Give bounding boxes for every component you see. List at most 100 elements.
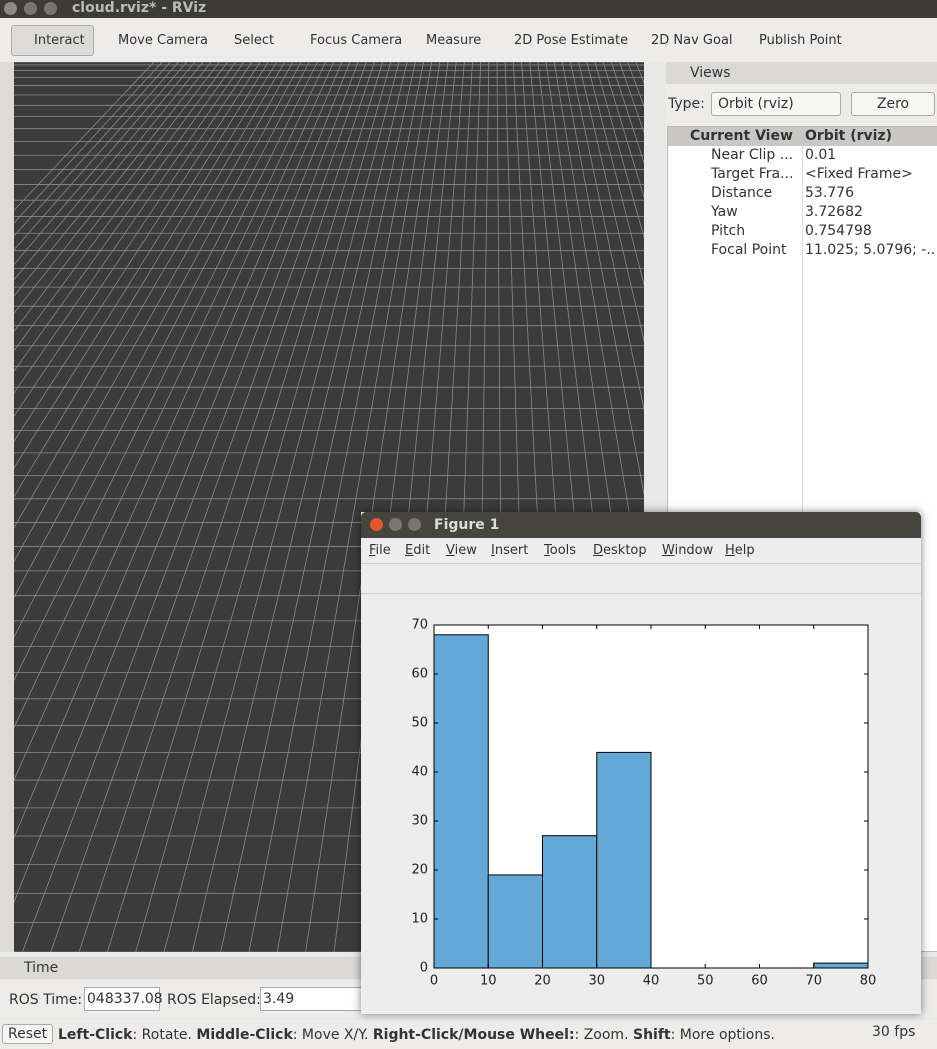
grid-line xyxy=(135,61,392,953)
y-tick-label: 10 xyxy=(411,912,428,927)
grid-line xyxy=(0,61,187,282)
property-value: 53.776 xyxy=(805,185,854,201)
maximize-button[interactable] xyxy=(408,518,421,531)
property-name: Focal Point xyxy=(711,242,787,258)
property-value: 3.72682 xyxy=(805,204,863,220)
maximize-button[interactable] xyxy=(44,2,57,15)
grid-line xyxy=(276,61,433,953)
grid-line xyxy=(50,61,367,953)
hint-part: Left-Click xyxy=(58,1027,133,1043)
menu-item[interactable]: Tools xyxy=(544,543,577,558)
grid-line xyxy=(0,61,220,351)
x-tick-label: 10 xyxy=(480,974,497,989)
bar xyxy=(813,962,869,969)
y-tick-label: 50 xyxy=(411,716,428,731)
status-hint: Left-Click: Rotate. Middle-Click: Move X… xyxy=(58,1027,775,1043)
figure-window: Figure 1 File Edit View Insert Tools Desktop W… xyxy=(361,512,921,1014)
menu-item[interactable]: Desktop xyxy=(593,543,647,558)
grid-line xyxy=(0,61,294,588)
hint-part: : More options. xyxy=(670,1027,775,1043)
x-tick-label: 50 xyxy=(697,974,714,989)
panel-title: Time xyxy=(24,960,59,976)
tool-button[interactable]: Publish Point xyxy=(759,33,842,48)
tool-button[interactable]: Focus Camera xyxy=(310,33,403,48)
grid-line xyxy=(106,61,384,953)
bar xyxy=(596,751,652,969)
ros-elapsed-label: ROS Elapsed: xyxy=(167,992,261,1008)
title-bar: cloud.rviz* - RViz xyxy=(0,0,937,18)
hint-part: : Move X/Y. xyxy=(292,1027,373,1043)
x-tick-label: 20 xyxy=(534,974,551,989)
hint-part: : Rotate. xyxy=(132,1027,197,1043)
hint-part: : Zoom. xyxy=(574,1027,633,1043)
grid-line xyxy=(0,61,163,239)
tool-button[interactable]: Move Camera xyxy=(118,33,209,48)
property-value: 0.754798 xyxy=(805,223,872,239)
minimize-button[interactable] xyxy=(24,2,37,15)
property-name: Near Clip ... xyxy=(711,147,794,163)
grid-line xyxy=(0,61,351,939)
property-name: Target Fra... xyxy=(711,166,794,182)
header-value: Orbit (rviz) xyxy=(805,128,892,144)
grid-line xyxy=(0,61,277,521)
type-combo[interactable]: Orbit (rviz) xyxy=(711,92,841,116)
reset-button[interactable]: Reset xyxy=(2,1024,54,1044)
x-tick-label: 60 xyxy=(751,974,768,989)
grid-line xyxy=(163,61,400,953)
toolbar: Interact Move Camera Select Focus Camera Mea… xyxy=(0,18,937,62)
grid-line xyxy=(0,61,179,267)
3d-view[interactable] xyxy=(0,61,937,953)
zero-button[interactable]: Zero xyxy=(851,92,935,116)
menu-item[interactable]: View xyxy=(446,543,477,558)
y-tick-label: 0 xyxy=(420,961,428,976)
grid-line xyxy=(333,61,449,953)
type-label: Type: xyxy=(668,96,705,112)
fps: 30 fps xyxy=(872,1024,916,1040)
property-value: 11.025; 5.0796; -... xyxy=(805,242,935,258)
tool-button[interactable]: Measure xyxy=(426,33,482,48)
grid-line xyxy=(0,61,318,710)
ros-elapsed-field[interactable]: 3.49 xyxy=(260,987,366,1011)
menu-bar: File Edit View Insert Tools Desktop Window Help xyxy=(361,538,921,563)
y-tick-label: 30 xyxy=(411,814,428,829)
panel-header: Views xyxy=(666,62,937,84)
grid-line xyxy=(248,61,424,953)
grid-line xyxy=(0,61,245,414)
grid-line xyxy=(78,61,375,953)
menu-item[interactable]: Insert xyxy=(491,543,529,558)
grid xyxy=(0,61,937,953)
x-tick-label: 30 xyxy=(588,974,605,989)
grid-line xyxy=(0,61,269,491)
x-tick-label: 70 xyxy=(805,974,822,989)
bar xyxy=(542,835,598,969)
property-header: Current View Orbit (rviz) xyxy=(668,127,937,146)
close-button[interactable] xyxy=(370,518,383,531)
tool-button[interactable]: Select xyxy=(234,33,275,48)
grid-line xyxy=(0,61,343,872)
grid-line xyxy=(21,61,359,953)
figure-title-bar: Figure 1 xyxy=(361,512,921,538)
minimize-button[interactable] xyxy=(389,518,402,531)
menu-item[interactable]: Help xyxy=(725,543,755,558)
menu-item[interactable]: Edit xyxy=(405,543,431,558)
property-name: Pitch xyxy=(711,223,746,239)
tool-button[interactable]: 2D Pose Estimate xyxy=(514,33,629,48)
y-tick-label: 40 xyxy=(411,765,428,780)
menu-item[interactable]: File xyxy=(369,543,391,558)
ros-time-field[interactable]: 048337.08 xyxy=(84,987,163,1011)
menu-item[interactable]: Window xyxy=(662,543,714,558)
grid-line xyxy=(305,61,441,953)
hint-part: Right-Click/Mouse Wheel: xyxy=(372,1027,575,1043)
tool-button[interactable]: 2D Nav Goal xyxy=(651,33,733,48)
window-title: cloud.rviz* - RViz xyxy=(72,0,207,16)
tool-button[interactable]: Interact xyxy=(11,25,94,56)
grid-line xyxy=(0,61,261,464)
y-tick-label: 70 xyxy=(411,618,428,633)
bar xyxy=(433,634,489,969)
close-button[interactable] xyxy=(4,2,17,15)
grid-line xyxy=(191,61,408,953)
grid-line xyxy=(0,61,326,759)
hint-part: Middle-Click xyxy=(196,1027,293,1043)
x-tick-label: 0 xyxy=(430,974,438,989)
